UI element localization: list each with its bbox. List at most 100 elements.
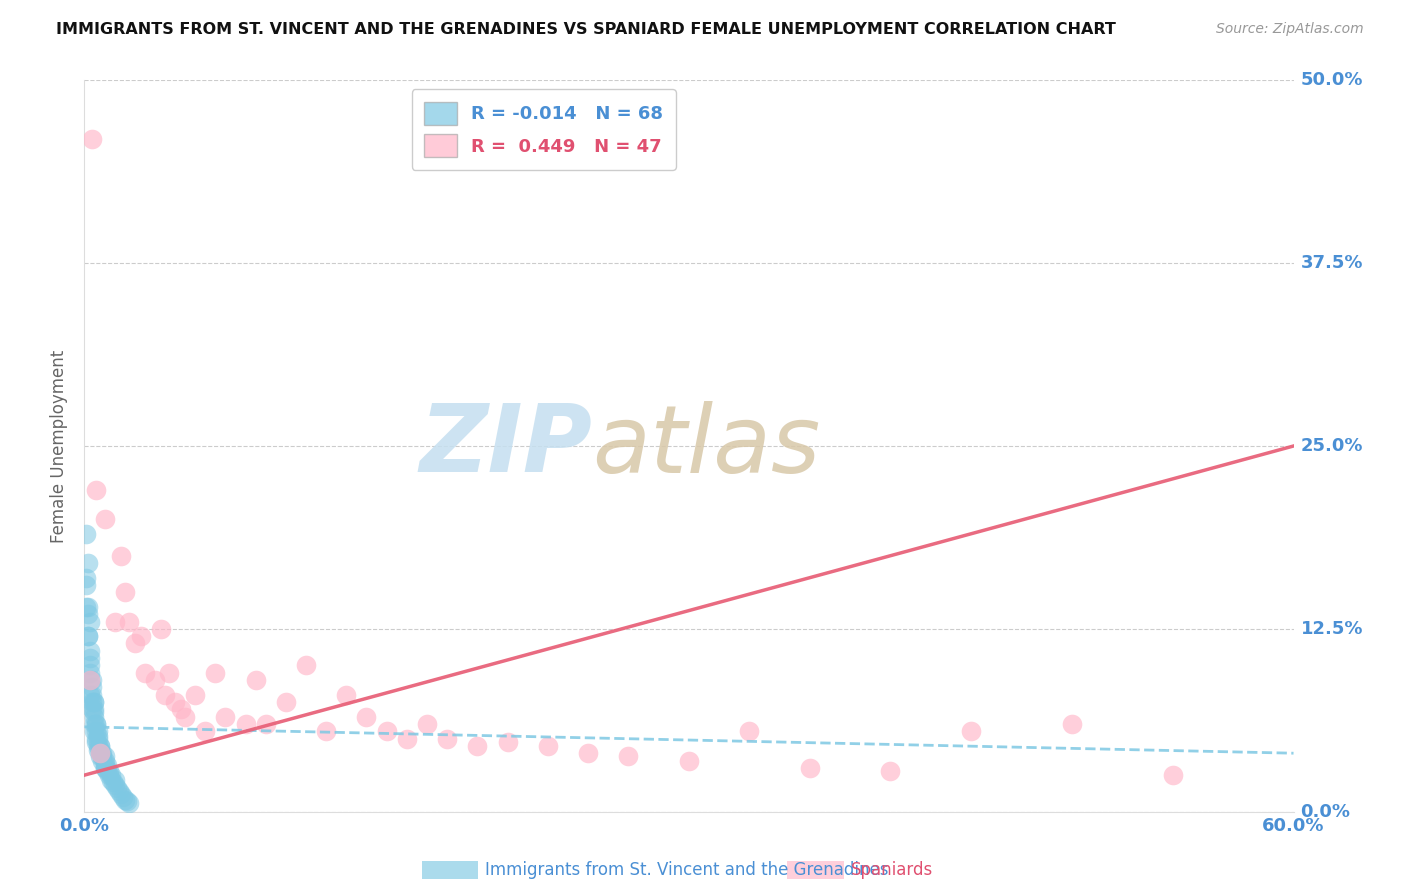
Point: [157, 665, 180, 680]
Point: [89, 749, 111, 764]
Point: [295, 658, 318, 673]
Point: [245, 673, 267, 687]
Point: [118, 615, 141, 629]
Point: [89, 739, 111, 753]
Point: [93, 761, 115, 775]
Point: [82, 673, 104, 687]
Point: [356, 709, 378, 723]
Point: [149, 622, 172, 636]
Point: [89, 746, 111, 760]
Point: [75, 571, 97, 585]
Point: [83, 695, 105, 709]
Point: [124, 636, 146, 650]
Point: [153, 688, 176, 702]
Point: [100, 768, 122, 782]
Point: [93, 754, 115, 768]
Point: [87, 729, 110, 743]
Point: [105, 781, 128, 796]
Point: [79, 651, 101, 665]
Point: [143, 673, 166, 687]
Point: [315, 724, 337, 739]
Point: [375, 724, 398, 739]
Point: [254, 717, 277, 731]
Point: [274, 695, 297, 709]
Point: [436, 731, 458, 746]
Y-axis label: Female Unemployment: Female Unemployment: [51, 350, 69, 542]
Point: [86, 717, 108, 731]
Point: [1161, 768, 1184, 782]
Point: [83, 724, 105, 739]
Point: [879, 764, 901, 778]
Point: [79, 688, 101, 702]
Point: [77, 629, 100, 643]
Point: [82, 132, 104, 146]
Point: [617, 749, 640, 764]
Text: Spaniards: Spaniards: [851, 861, 932, 879]
Point: [1060, 717, 1083, 731]
Point: [93, 749, 115, 764]
Point: [87, 739, 110, 753]
Point: [678, 754, 700, 768]
Point: [77, 629, 100, 643]
Point: [114, 793, 136, 807]
Text: Source: ZipAtlas.com: Source: ZipAtlas.com: [1216, 22, 1364, 37]
Point: [335, 688, 357, 702]
Point: [194, 724, 217, 739]
Point: [111, 790, 134, 805]
Point: [395, 731, 418, 746]
Point: [114, 585, 136, 599]
Point: [91, 754, 114, 768]
Point: [77, 556, 100, 570]
Point: [79, 673, 101, 687]
Point: [82, 681, 104, 695]
Text: atlas: atlas: [592, 401, 821, 491]
Point: [77, 599, 100, 614]
Point: [184, 688, 207, 702]
Point: [91, 749, 114, 764]
Point: [118, 796, 141, 810]
Point: [110, 787, 132, 801]
Point: [87, 731, 110, 746]
Point: [89, 743, 111, 757]
Point: [960, 724, 983, 739]
Point: [416, 717, 439, 731]
Point: [174, 709, 197, 723]
Point: [83, 695, 105, 709]
Point: [97, 764, 120, 778]
Point: [83, 702, 105, 716]
Point: [82, 688, 104, 702]
Point: [83, 717, 105, 731]
Point: [93, 761, 115, 775]
Point: [96, 758, 118, 772]
Point: [738, 724, 761, 739]
Point: [107, 784, 129, 798]
Point: [79, 665, 101, 680]
Point: [83, 705, 105, 719]
Point: [89, 739, 111, 753]
Point: [467, 739, 489, 753]
Point: [170, 702, 193, 716]
Point: [93, 758, 115, 772]
Point: [235, 717, 257, 731]
Point: [87, 743, 110, 757]
Point: [110, 549, 132, 563]
Point: [115, 795, 138, 809]
Point: [214, 709, 236, 723]
Point: [86, 734, 108, 748]
Point: [204, 665, 226, 680]
Point: [91, 746, 114, 760]
Point: [165, 695, 187, 709]
Point: [83, 709, 105, 723]
Point: [576, 746, 599, 760]
Point: [799, 761, 821, 775]
Point: [93, 512, 115, 526]
Text: 0.0%: 0.0%: [1301, 803, 1351, 821]
Text: 25.0%: 25.0%: [1301, 437, 1362, 455]
Point: [537, 739, 560, 753]
Point: [79, 615, 101, 629]
Point: [82, 702, 104, 716]
Point: [91, 749, 114, 764]
Point: [104, 615, 127, 629]
Text: ZIP: ZIP: [419, 400, 592, 492]
Point: [79, 658, 101, 673]
